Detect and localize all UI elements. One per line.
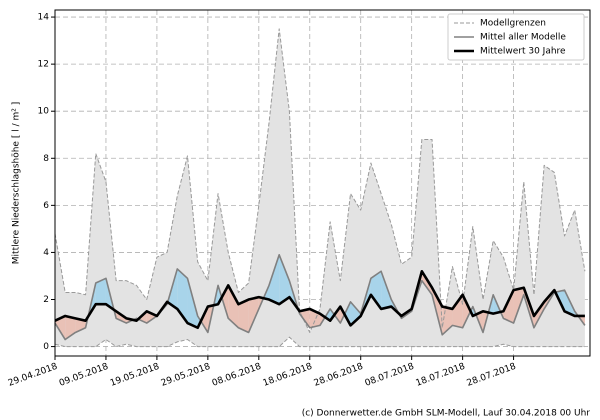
difference-fill bbox=[248, 297, 259, 333]
x-tick-label: 29.05.2018 bbox=[160, 362, 212, 389]
difference-fill bbox=[452, 294, 463, 328]
difference-fill bbox=[344, 301, 351, 326]
difference-fill bbox=[533, 301, 545, 328]
difference-fill bbox=[75, 318, 86, 333]
series-line bbox=[54, 253, 586, 341]
y-tick-label: 12 bbox=[38, 60, 49, 70]
x-tick-label: 08.06.2018 bbox=[211, 362, 263, 389]
lower-limit-line bbox=[54, 336, 585, 348]
x-tick-label: 18.06.2018 bbox=[262, 362, 314, 389]
difference-fill bbox=[269, 254, 280, 305]
y-tick-label: 4 bbox=[43, 248, 49, 258]
legend-box bbox=[447, 13, 585, 61]
difference-fill bbox=[462, 294, 471, 328]
difference-fill bbox=[279, 254, 290, 305]
x-tick-label: 08.07.2018 bbox=[364, 362, 416, 389]
difference-fill bbox=[350, 301, 361, 326]
x-tick-label: 19.05.2018 bbox=[109, 362, 161, 389]
x-tick-label: 18.07.2018 bbox=[415, 362, 467, 389]
y-tick-label: 2 bbox=[43, 295, 49, 305]
upper-limit-line bbox=[54, 28, 586, 333]
difference-fill bbox=[238, 299, 249, 333]
x-tick-label: 09.05.2018 bbox=[58, 362, 110, 389]
difference-fill bbox=[95, 278, 106, 305]
legend-label: Mittel aller Modelle bbox=[480, 33, 566, 43]
x-tick-label: 28.07.2018 bbox=[466, 362, 518, 389]
y-tick-label: 8 bbox=[43, 154, 49, 164]
y-axis-label: Mittlere Niederschlagshöhe [ l / m² ] bbox=[12, 102, 22, 264]
y-tick-label: 14 bbox=[38, 13, 50, 23]
difference-fill bbox=[221, 285, 229, 319]
footer: (c) Donnerwetter.de GmbH SLM-Modell, Lau… bbox=[302, 409, 591, 419]
y-tick-label: 0 bbox=[43, 342, 49, 352]
difference-fill bbox=[55, 315, 66, 340]
x-tick-label: 29.04.2018 bbox=[7, 362, 59, 389]
limits-band bbox=[55, 28, 585, 347]
y-tick-label: 10 bbox=[38, 107, 50, 117]
series-line bbox=[54, 269, 585, 330]
difference-fill bbox=[370, 271, 382, 309]
legend-label: Modellgrenzen bbox=[480, 19, 546, 29]
difference-fill bbox=[146, 311, 157, 324]
x-tick-label: 28.06.2018 bbox=[313, 362, 365, 389]
y-tick-label: 6 bbox=[43, 201, 49, 211]
difference-fill bbox=[177, 268, 188, 324]
legend: Modellgrenzen Mittel aller Modelle Mittelw… bbox=[447, 13, 585, 61]
difference-fill bbox=[228, 285, 239, 328]
plot-frame bbox=[54, 9, 591, 357]
legend-label: Mittelwert 30 Jahre bbox=[480, 47, 566, 57]
